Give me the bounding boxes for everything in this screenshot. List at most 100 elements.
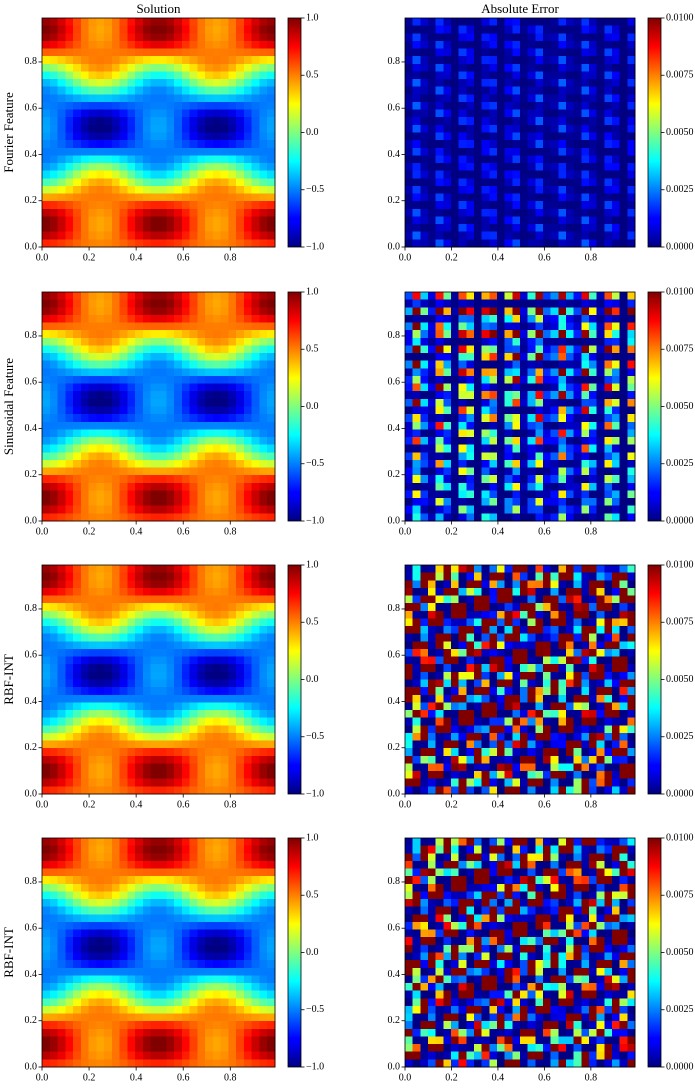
heatmap-cell <box>150 375 160 385</box>
heatmap-cell <box>581 353 590 362</box>
heatmap-cell <box>42 444 51 453</box>
heatmap-cell <box>73 748 82 757</box>
heatmap-cell <box>566 307 575 316</box>
heatmap-cell <box>451 109 460 118</box>
heatmap-cell <box>259 687 268 696</box>
heatmap-cell <box>150 475 160 484</box>
heatmap-cell <box>604 360 613 369</box>
heatmap-cell <box>73 224 82 233</box>
heatmap-cell <box>158 482 167 492</box>
row-label: Fourier Feature <box>1 92 16 173</box>
heatmap-cell <box>104 201 113 210</box>
heatmap-cell <box>142 33 152 42</box>
colorbar-tick-label: 0.0100 <box>666 286 694 297</box>
heatmap-cell <box>451 763 460 772</box>
heatmap-cell <box>443 755 452 765</box>
heatmap-cell <box>458 239 467 248</box>
heatmap-cell <box>420 459 429 469</box>
heatmap-cell <box>220 345 229 354</box>
heatmap-cell <box>42 299 51 308</box>
heatmap-cell <box>566 353 575 362</box>
heatmap-cell <box>259 101 268 111</box>
heatmap-cell <box>135 132 144 141</box>
heatmap-cell <box>474 109 483 118</box>
heatmap-cell <box>535 414 544 423</box>
heatmap-cell <box>259 618 268 627</box>
heatmap-cell <box>558 437 567 446</box>
heatmap-cell <box>527 375 536 385</box>
heatmap-cell <box>96 71 105 80</box>
heatmap-cell <box>451 656 460 665</box>
heatmap-cell <box>135 163 144 172</box>
heatmap-cell <box>251 755 261 765</box>
heatmap-cell <box>150 505 160 514</box>
heatmap-cell <box>135 587 144 597</box>
heatmap-cell <box>267 580 276 589</box>
heatmap-cell <box>435 147 444 156</box>
heatmap-cell <box>228 452 237 461</box>
heatmap-cell <box>596 299 605 308</box>
heatmap-cell <box>558 18 567 27</box>
heatmap-cell <box>619 48 628 57</box>
heatmap-cell <box>259 626 268 635</box>
heatmap-cell <box>42 694 51 703</box>
heatmap-cell <box>243 101 253 111</box>
heatmap-cell <box>405 71 414 80</box>
heatmap-cell <box>412 687 421 696</box>
heatmap-cell <box>435 748 444 757</box>
heatmap-cell <box>150 345 160 354</box>
heatmap-cell <box>520 208 529 218</box>
heatmap-cell <box>435 603 444 612</box>
heatmap-cell <box>604 231 613 240</box>
heatmap-cell <box>497 140 506 149</box>
heatmap-cell <box>535 467 544 476</box>
heatmap-cell <box>604 513 613 522</box>
heatmap-cell <box>220 710 229 719</box>
heatmap-cell <box>458 360 467 369</box>
heatmap-cell <box>527 56 536 65</box>
heatmap-cell <box>520 307 529 316</box>
heatmap-cell <box>220 299 229 308</box>
heatmap-cell <box>259 565 268 574</box>
heatmap-cell <box>127 467 136 476</box>
colorbar-tick-label: 1.0 <box>306 12 319 23</box>
heatmap-cell <box>543 25 552 34</box>
heatmap-cell <box>127 587 136 597</box>
heatmap-cell <box>612 155 621 164</box>
heatmap-cell <box>420 117 429 126</box>
heatmap-cell <box>127 132 136 141</box>
heatmap-cell <box>251 71 261 80</box>
heatmap-cell <box>481 33 490 42</box>
heatmap-cell <box>566 193 575 202</box>
heatmap-cell <box>142 185 152 195</box>
heatmap-cell <box>119 444 129 453</box>
colorbar-tick-label: 0.0075 <box>666 70 694 81</box>
heatmap-cell <box>420 398 429 408</box>
heatmap-cell <box>127 124 136 134</box>
heatmap-cell <box>174 482 183 492</box>
heatmap-cell <box>142 595 152 604</box>
heatmap-cell <box>80 459 90 469</box>
heatmap-cell <box>228 618 237 627</box>
heatmap-cell <box>111 140 121 149</box>
heatmap-cell <box>88 633 97 642</box>
heatmap-cell <box>443 414 452 423</box>
heatmap-cell <box>412 40 421 50</box>
heatmap-cell <box>443 224 452 233</box>
heatmap-cell <box>236 505 245 514</box>
heatmap-cell <box>612 48 621 57</box>
heatmap-cell <box>142 505 152 514</box>
heatmap-cell <box>243 421 253 430</box>
heatmap-cell <box>466 109 475 118</box>
heatmap-cell <box>243 786 253 795</box>
heatmap-cell <box>412 437 421 446</box>
heatmap-cell <box>158 671 167 681</box>
heatmap-cell <box>236 694 245 703</box>
heatmap-cell <box>589 444 598 453</box>
heatmap-cell <box>428 193 437 202</box>
heatmap-cell <box>80 193 90 202</box>
heatmap-cell <box>158 687 167 696</box>
heatmap-cell <box>527 63 536 73</box>
heatmap-cell <box>443 633 452 642</box>
heatmap-cell <box>119 208 129 218</box>
